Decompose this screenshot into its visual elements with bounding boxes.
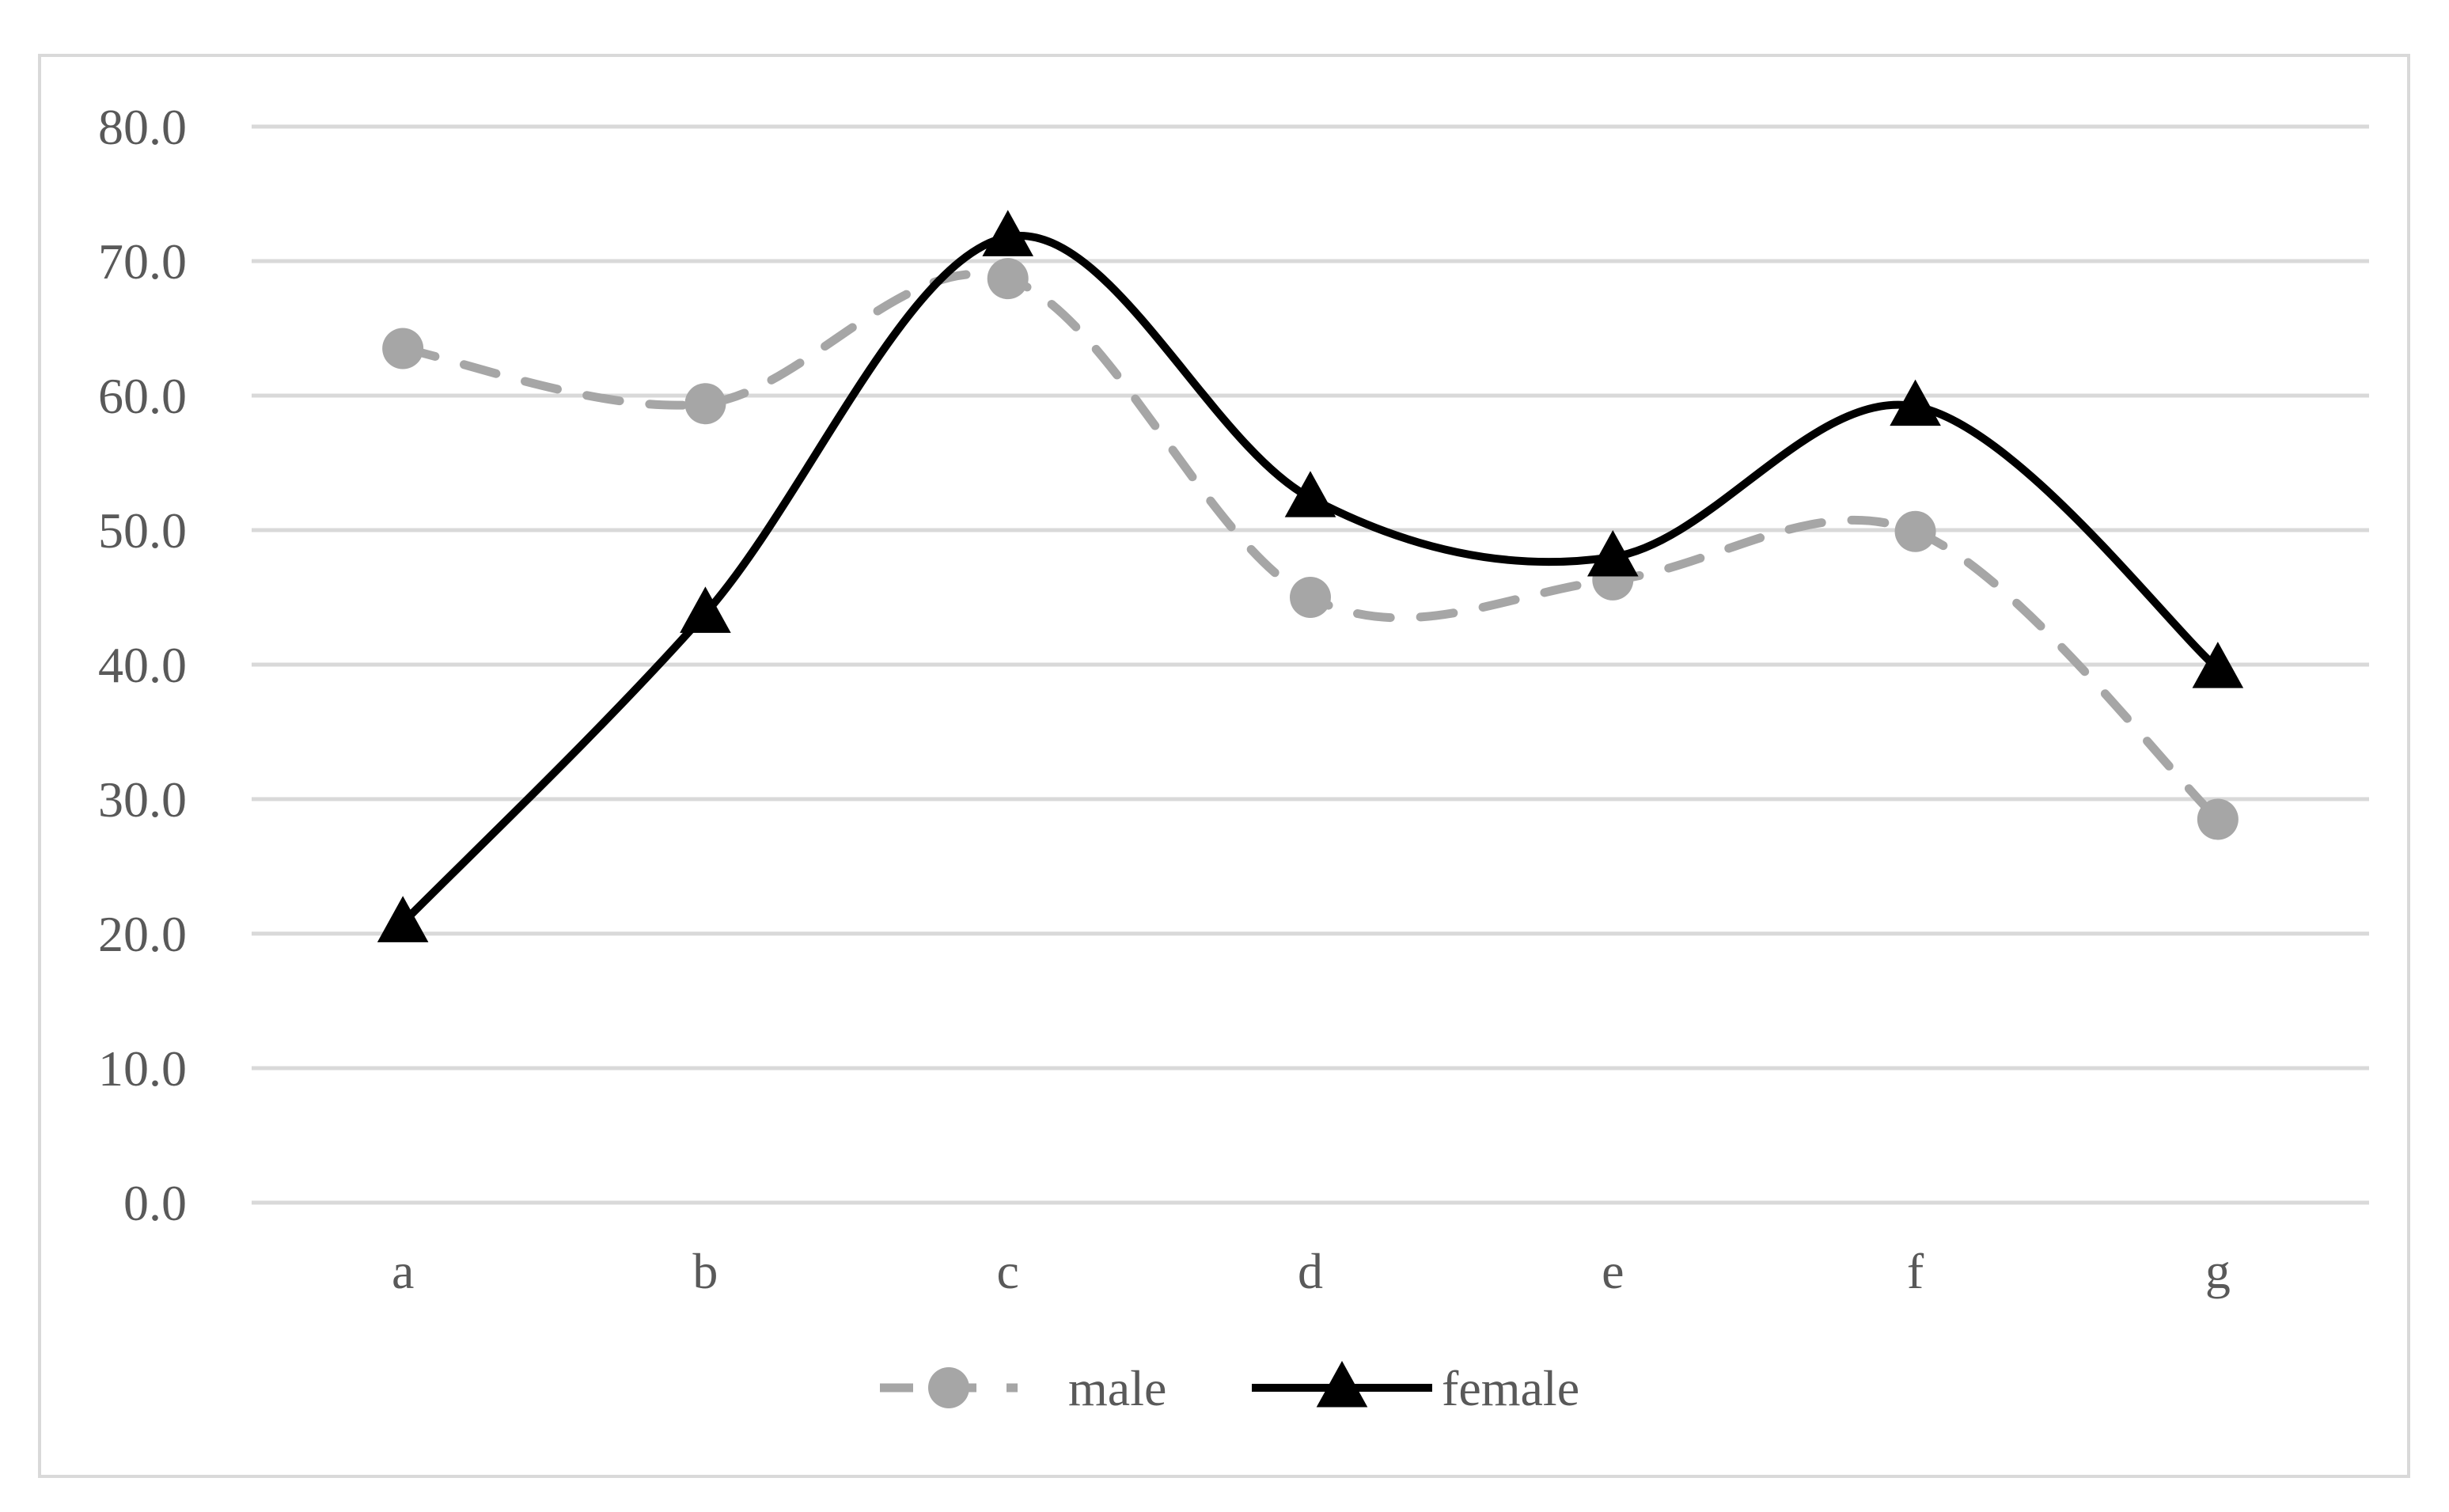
y-tick-label: 30.0 [98,771,187,828]
data-point-female [1890,379,1941,426]
data-point-female [1284,471,1336,517]
x-tick-label: c [997,1243,1019,1299]
y-tick-label: 50.0 [98,502,187,559]
legend-item-male: male [880,1360,1166,1416]
data-point-male [1894,510,1936,552]
x-tick-label: a [392,1243,414,1299]
chart-frame [38,54,2410,1478]
y-tick-label: 40.0 [98,637,187,693]
data-point-male [382,328,424,369]
y-tick-label: 20.0 [98,906,187,962]
y-tick-label: 60.0 [98,368,187,424]
gridlines [252,124,2369,1205]
x-axis-tick-labels: a b c d e f g [392,1243,2231,1299]
series-line-male [398,269,2223,824]
x-tick-label: b [692,1243,718,1299]
series-markers [377,210,2244,942]
legend: male female [880,1360,1579,1416]
legend-label-male: male [1068,1360,1166,1416]
y-tick-label: 10.0 [98,1040,187,1097]
y-tick-label: 80.0 [98,99,187,155]
x-tick-label: d [1298,1243,1323,1299]
data-point-female [2192,642,2244,688]
data-point-male [987,258,1029,300]
data-point-female [982,210,1034,256]
legend-label-female: female [1442,1360,1579,1416]
y-axis-tick-labels: 0.0 10.0 20.0 30.0 40.0 50.0 60.0 70.0 80.0 [98,99,187,1231]
x-tick-label: g [2205,1243,2231,1299]
legend-item-female: female [1252,1360,1579,1416]
data-point-male [684,383,726,425]
data-point-female [377,896,429,942]
y-tick-label: 70.0 [98,233,187,290]
legend-marker-female [1316,1361,1368,1408]
data-point-female [1587,530,1639,577]
y-tick-label: 0.0 [123,1175,187,1231]
legend-marker-male [928,1367,969,1408]
x-tick-label: f [1907,1243,1924,1299]
data-point-male [2197,798,2239,840]
data-point-male [1290,577,1331,618]
x-tick-label: e [1602,1243,1624,1299]
data-point-female [680,586,731,633]
